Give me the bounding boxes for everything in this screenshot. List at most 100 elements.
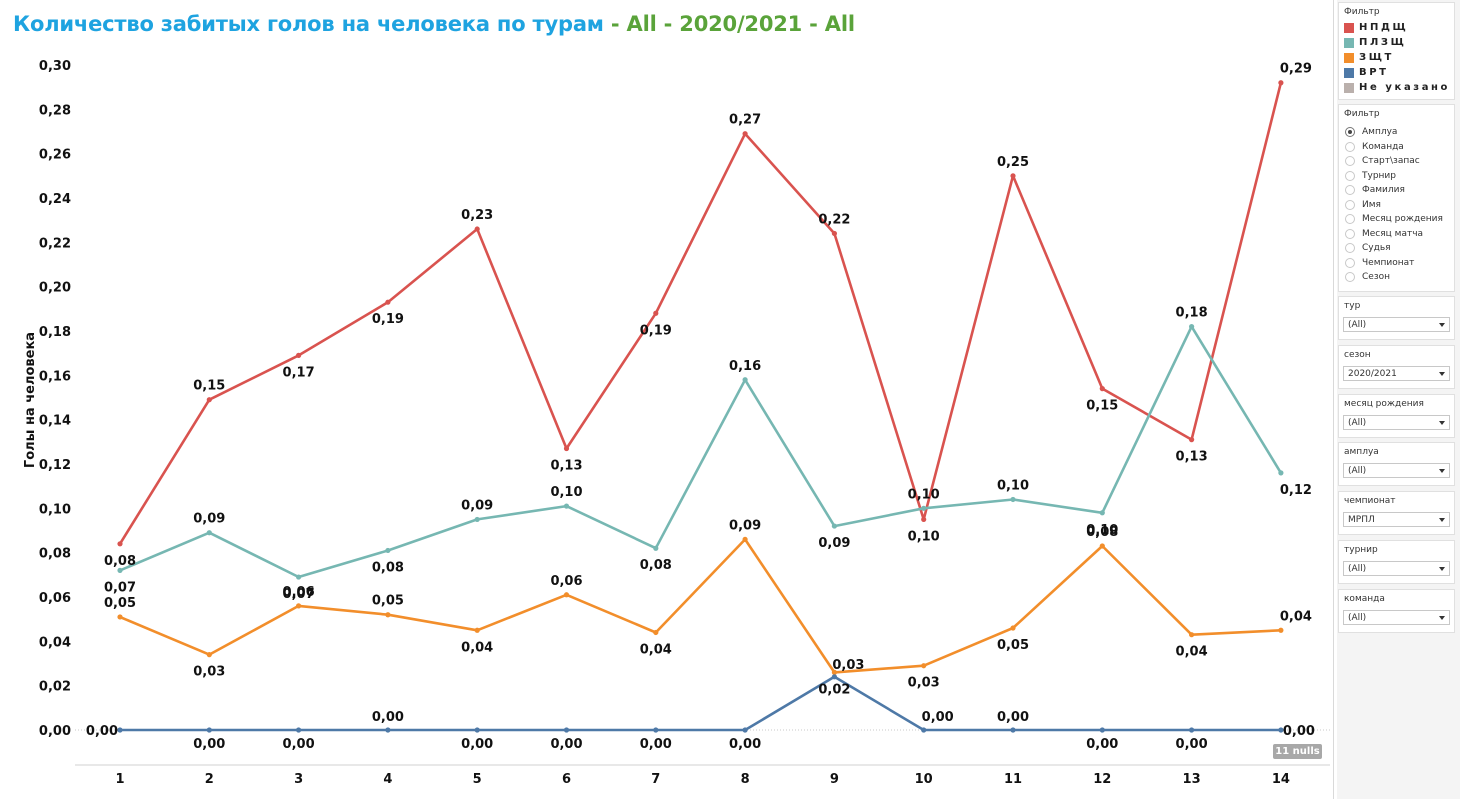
x-tick-label: 7 bbox=[651, 772, 660, 787]
data-point bbox=[117, 727, 123, 733]
data-point bbox=[296, 574, 302, 580]
radio-option[interactable]: Чемпионат bbox=[1339, 256, 1454, 271]
radio-option-label: Месяц матча bbox=[1362, 228, 1424, 239]
radio-button[interactable] bbox=[1345, 141, 1355, 152]
data-label: 0,10 bbox=[550, 485, 582, 500]
x-tick-label: 14 bbox=[1272, 772, 1290, 787]
radio-option[interactable]: Месяц рождения bbox=[1339, 212, 1454, 227]
chevron-down-icon bbox=[1439, 323, 1445, 327]
radio-option[interactable]: Амплуа bbox=[1339, 125, 1454, 140]
data-point bbox=[385, 299, 391, 305]
data-label: 0,09 bbox=[461, 498, 493, 513]
radio-button[interactable] bbox=[1345, 185, 1355, 196]
radio-option[interactable]: Старт\запас bbox=[1339, 154, 1454, 169]
data-label: 0,03 bbox=[193, 665, 225, 680]
data-point bbox=[742, 377, 748, 383]
legend-swatch bbox=[1344, 82, 1354, 93]
chevron-down-icon bbox=[1439, 371, 1445, 376]
page-title: Количество забитых голов на человека по … bbox=[13, 12, 855, 36]
y-tick-label: 0,24 bbox=[39, 192, 71, 207]
y-tick-label: 0,20 bbox=[39, 281, 71, 296]
data-label: 0,00 bbox=[640, 737, 672, 752]
filter-dropdown[interactable]: (All) bbox=[1343, 414, 1450, 430]
radio-option[interactable]: Турнир bbox=[1339, 169, 1454, 184]
legend-item[interactable]: ПЛЗЩ bbox=[1339, 35, 1454, 50]
filter-dropdown-value: (All) bbox=[1348, 320, 1367, 330]
data-label: 0,09 bbox=[193, 512, 225, 527]
data-label: 0,08 bbox=[372, 560, 404, 575]
filter-dropdown[interactable]: (All) bbox=[1343, 317, 1450, 332]
data-label: 0,00 bbox=[283, 737, 315, 752]
data-point bbox=[385, 547, 391, 554]
y-tick-label: 0,00 bbox=[39, 724, 71, 739]
data-label: 0,13 bbox=[550, 458, 582, 473]
radio-option[interactable]: Месяц матча bbox=[1339, 227, 1454, 242]
filter-dropdown[interactable]: МРПЛ bbox=[1343, 512, 1450, 528]
filter-label: тур bbox=[1344, 301, 1361, 311]
filter-dropdown[interactable]: (All) bbox=[1343, 561, 1450, 576]
data-point bbox=[1099, 386, 1105, 392]
data-point bbox=[474, 627, 480, 633]
data-point bbox=[653, 629, 659, 636]
radio-option[interactable]: Судья bbox=[1339, 241, 1454, 256]
data-point bbox=[742, 536, 748, 542]
data-label: 0,10 bbox=[908, 529, 940, 544]
radio-option-label: Старт\запас bbox=[1362, 156, 1420, 167]
legend-item[interactable]: ВРТ bbox=[1339, 65, 1454, 80]
legend-item[interactable]: ЗЩТ bbox=[1339, 50, 1454, 65]
filter-dropdown-value: (All) bbox=[1348, 466, 1367, 477]
data-point bbox=[921, 663, 927, 669]
data-label: 0,00 bbox=[550, 737, 582, 752]
radio-button[interactable] bbox=[1345, 228, 1355, 239]
data-label: 0,09 bbox=[729, 518, 761, 533]
data-label: 0,00 bbox=[86, 724, 118, 739]
series-line bbox=[120, 675, 1281, 732]
x-tick-label: 2 bbox=[205, 772, 214, 787]
filter-dropdown[interactable]: (All) bbox=[1343, 609, 1450, 625]
data-point bbox=[563, 503, 570, 509]
data-point bbox=[117, 614, 123, 620]
sidebar: Фильтр НПДЩ ПЛЗЩ ЗЩТ ВРТ Не указано Фильтр А… bbox=[1337, 0, 1460, 799]
filter-panel: команда (All) bbox=[1338, 588, 1455, 633]
data-label: 0,04 bbox=[1176, 645, 1208, 660]
radio-button[interactable] bbox=[1345, 243, 1355, 254]
data-point bbox=[1010, 727, 1016, 733]
legend-swatch bbox=[1344, 52, 1354, 63]
radio-option-label: Фамилия bbox=[1362, 185, 1405, 196]
filter-panel: амплуа (All) bbox=[1338, 442, 1455, 487]
radio-button[interactable] bbox=[1345, 257, 1355, 268]
radio-button[interactable] bbox=[1345, 214, 1355, 225]
data-label: 0,23 bbox=[461, 208, 493, 223]
radio-button[interactable] bbox=[1345, 199, 1355, 210]
radio-button[interactable] bbox=[1345, 272, 1355, 283]
filter-label: команда bbox=[1344, 593, 1385, 604]
radio-option[interactable]: Команда bbox=[1339, 140, 1454, 155]
data-label: 0,07 bbox=[283, 587, 315, 602]
radio-option-label: Турнир bbox=[1362, 170, 1396, 181]
chevron-down-icon bbox=[1439, 420, 1445, 425]
series-line bbox=[119, 538, 1281, 674]
data-point bbox=[1010, 625, 1016, 631]
x-tick-label: 6 bbox=[562, 772, 571, 787]
radio-option-label: Судья bbox=[1362, 243, 1391, 254]
radio-option-label: Имя bbox=[1362, 199, 1381, 210]
filter-dropdown[interactable]: (All) bbox=[1343, 463, 1450, 479]
chevron-down-icon bbox=[1439, 518, 1445, 523]
legend-item[interactable]: НПДЩ bbox=[1339, 20, 1454, 35]
data-point bbox=[117, 567, 123, 574]
nulls-badge[interactable]: 11 nulls bbox=[1273, 744, 1322, 759]
radio-button[interactable] bbox=[1345, 170, 1355, 181]
filter-label: сезон bbox=[1344, 349, 1371, 360]
filter-panel: чемпионат МРПЛ bbox=[1338, 491, 1455, 536]
radio-option[interactable]: Фамилия bbox=[1339, 183, 1454, 198]
radio-option[interactable]: Имя bbox=[1339, 198, 1454, 213]
legend-item[interactable]: Не указано bbox=[1339, 80, 1454, 95]
data-label: 0,00 bbox=[372, 710, 404, 725]
radio-option[interactable]: Сезон bbox=[1339, 270, 1454, 285]
filter-panel: турнир (All) bbox=[1338, 540, 1455, 584]
radio-button[interactable] bbox=[1345, 127, 1355, 138]
data-label: 0,08 bbox=[104, 554, 136, 569]
radio-button[interactable] bbox=[1345, 156, 1355, 167]
legend-swatch bbox=[1344, 22, 1354, 33]
filter-dropdown[interactable]: 2020/2021 bbox=[1343, 365, 1450, 381]
